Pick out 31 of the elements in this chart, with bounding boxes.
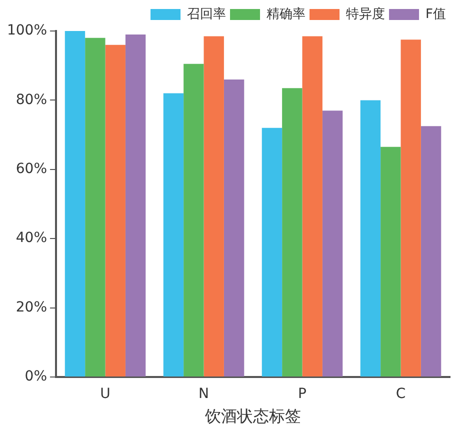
bar	[420, 126, 442, 376]
y-tick-label: 80%	[16, 92, 48, 108]
x-tick-label: N	[198, 386, 210, 402]
y-tick-label: 40%	[16, 230, 48, 246]
legend-label: 召回率	[187, 6, 226, 22]
bar	[163, 93, 184, 376]
y-tick-label: 0%	[24, 368, 48, 385]
bar	[125, 34, 146, 376]
bar	[400, 40, 421, 376]
bar	[322, 110, 343, 376]
legend-label: 特异度	[346, 6, 386, 22]
bar	[360, 100, 381, 376]
x-tick-label: U	[100, 386, 110, 402]
legend-label: 精确率	[266, 6, 306, 22]
bar	[64, 31, 86, 376]
legend-label: F值	[426, 6, 446, 22]
y-tick-label: 60%	[16, 161, 48, 178]
bar	[184, 64, 204, 376]
y-tick-label: 100%	[6, 22, 48, 39]
bar	[262, 128, 282, 376]
x-tick-label: C	[396, 386, 406, 402]
bar	[224, 79, 244, 376]
bar	[380, 146, 401, 376]
x-tick-label: P	[298, 386, 306, 402]
x-axis-title: 饮酒状态标签	[204, 406, 302, 426]
bar	[105, 44, 126, 376]
y-tick-label: 20%	[16, 299, 48, 316]
bar	[85, 38, 106, 376]
bar	[204, 36, 224, 376]
bar	[282, 88, 302, 376]
bar	[302, 36, 322, 376]
